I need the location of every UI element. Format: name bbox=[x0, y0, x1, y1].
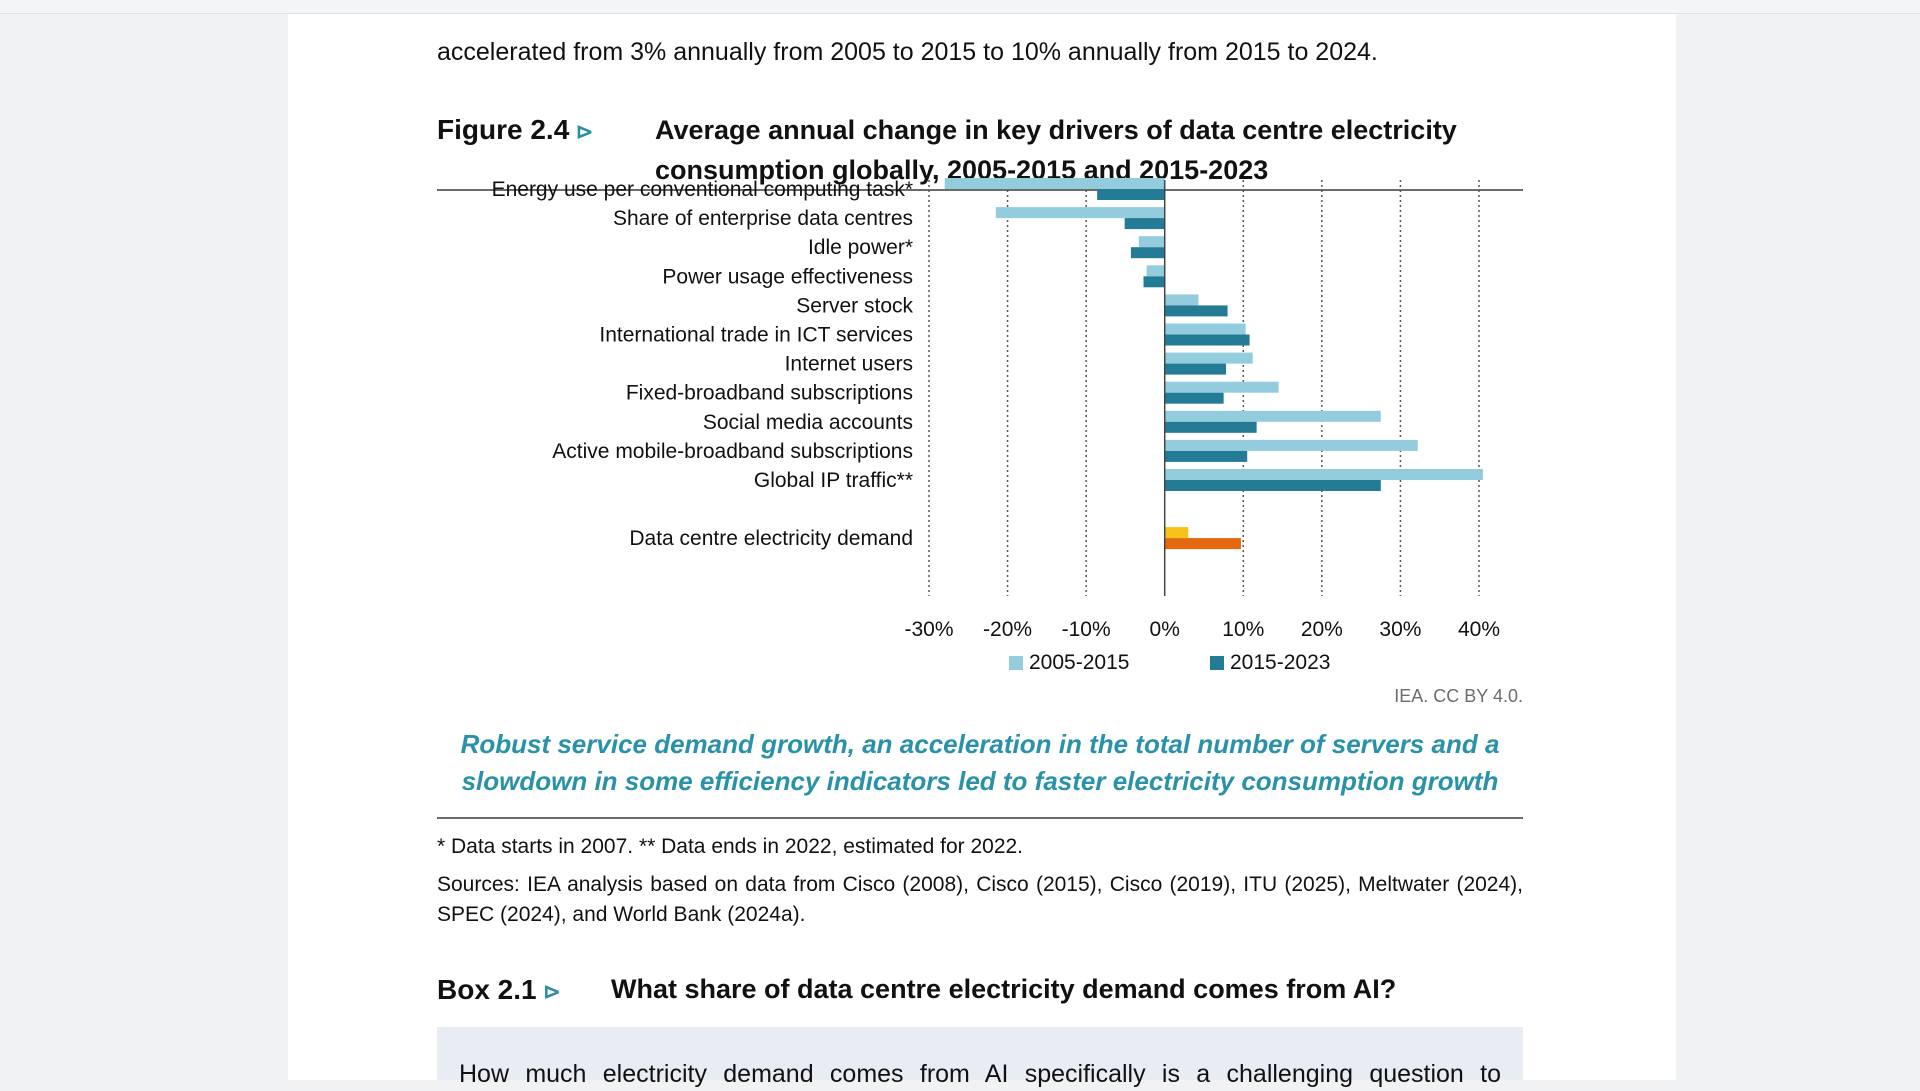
bar-2005-2015 bbox=[1164, 439, 1418, 451]
figure-label: Figure 2.4 ⊳ bbox=[437, 114, 594, 146]
category-label: Data centre electricity demand bbox=[629, 527, 913, 550]
figure-note: * Data starts in 2007. ** Data ends in 2… bbox=[437, 835, 1024, 858]
chart-x-ticks: -30% -20% -10% 0% 10% 20% 30% 40% bbox=[904, 618, 1500, 641]
chart-bars bbox=[944, 178, 1483, 550]
legend-label: 2005-2015 bbox=[1029, 651, 1129, 674]
bar-2015-2023 bbox=[1124, 218, 1165, 230]
chart-gridlines bbox=[928, 180, 1480, 596]
bar-chart: Energy use per conventional computing ta… bbox=[492, 178, 1500, 674]
bar-2005-2015 bbox=[1164, 294, 1199, 306]
box-number: Box 2.1 bbox=[437, 974, 537, 1005]
figure-credit: IEA. CC BY 4.0. bbox=[1394, 686, 1523, 706]
legend-label: 2015-2023 bbox=[1230, 651, 1330, 674]
category-label: Internet users bbox=[785, 353, 913, 376]
category-label: Server stock bbox=[796, 294, 913, 317]
category-label: Power usage effectiveness bbox=[662, 265, 913, 288]
bar-2015-2023 bbox=[1130, 247, 1165, 259]
bar-2005-2015 bbox=[1164, 352, 1253, 364]
category-label: Idle power* bbox=[808, 236, 913, 259]
bar-2015-2023 bbox=[1164, 480, 1381, 491]
x-tick-label: 30% bbox=[1379, 618, 1421, 641]
box-header: Box 2.1 ⊳ What share of data centre elect… bbox=[437, 974, 1523, 1014]
category-label: Social media accounts bbox=[703, 411, 913, 434]
bar-2005-2015 bbox=[995, 207, 1165, 219]
bar-2005-2015 bbox=[1138, 236, 1165, 248]
figure-sources: Sources: IEA analysis based on data from… bbox=[437, 873, 1523, 926]
bar-2005-2015 bbox=[1164, 527, 1189, 539]
bar-2015-2023 bbox=[1164, 538, 1241, 550]
x-tick-label: -30% bbox=[904, 618, 953, 641]
bar-2005-2015 bbox=[944, 178, 1165, 189]
bar-2015-2023 bbox=[1164, 334, 1250, 346]
legend-swatch bbox=[1210, 656, 1224, 670]
category-label: Energy use per conventional computing ta… bbox=[492, 178, 913, 201]
chart-category-labels: Energy use per conventional computing ta… bbox=[492, 178, 914, 550]
x-tick-label: 40% bbox=[1458, 618, 1500, 641]
figure-caption: Robust service demand growth, an acceler… bbox=[460, 729, 1500, 796]
box-body-text: How much electricity demand comes from A… bbox=[459, 1060, 1501, 1088]
bar-2015-2023 bbox=[1164, 392, 1224, 404]
figure-marker-icon: ⊳ bbox=[575, 119, 594, 144]
figure-bottom-rule bbox=[437, 817, 1523, 819]
x-tick-label: -20% bbox=[983, 618, 1032, 641]
bar-2005-2015 bbox=[1164, 381, 1279, 393]
category-label: Global IP traffic** bbox=[754, 469, 913, 492]
bar-2005-2015 bbox=[1164, 323, 1246, 335]
bar-2015-2023 bbox=[1164, 421, 1257, 433]
bar-2015-2023 bbox=[1164, 363, 1226, 375]
category-label: International trade in ICT services bbox=[599, 324, 913, 347]
figure-top-rule bbox=[437, 189, 1523, 191]
intro-paragraph: accelerated from 3% annually from 2005 t… bbox=[437, 38, 1378, 66]
x-tick-label: 20% bbox=[1301, 618, 1343, 641]
box-label: Box 2.1 ⊳ bbox=[437, 974, 561, 1006]
bar-2015-2023 bbox=[1143, 276, 1165, 288]
category-label: Share of enterprise data centres bbox=[613, 207, 913, 230]
legend-swatch bbox=[1009, 656, 1023, 670]
viewer-top-bar bbox=[0, 0, 1920, 14]
bar-2005-2015 bbox=[1164, 410, 1381, 422]
bar-2015-2023 bbox=[1164, 305, 1228, 317]
category-label: Active mobile-broadband subscriptions bbox=[552, 440, 913, 463]
figure-number: Figure 2.4 bbox=[437, 114, 570, 145]
bar-2015-2023 bbox=[1164, 450, 1248, 462]
box-title: What share of data centre electricity de… bbox=[611, 974, 1397, 1004]
bar-2005-2015 bbox=[1146, 265, 1165, 277]
bar-2005-2015 bbox=[1164, 469, 1483, 480]
bar-2015-2023 bbox=[1097, 189, 1165, 200]
category-label: Fixed-broadband subscriptions bbox=[626, 382, 913, 405]
x-tick-label: 0% bbox=[1150, 618, 1180, 641]
box-marker-icon: ⊳ bbox=[542, 979, 562, 1004]
chart-legend: 2005-2015 2015-2023 bbox=[1009, 651, 1330, 674]
box-body: How much electricity demand comes from A… bbox=[437, 1027, 1523, 1088]
x-tick-label: 10% bbox=[1222, 618, 1264, 641]
document-page: accelerated from 3% annually from 2005 t… bbox=[288, 14, 1676, 1088]
x-tick-label: -10% bbox=[1062, 618, 1111, 641]
